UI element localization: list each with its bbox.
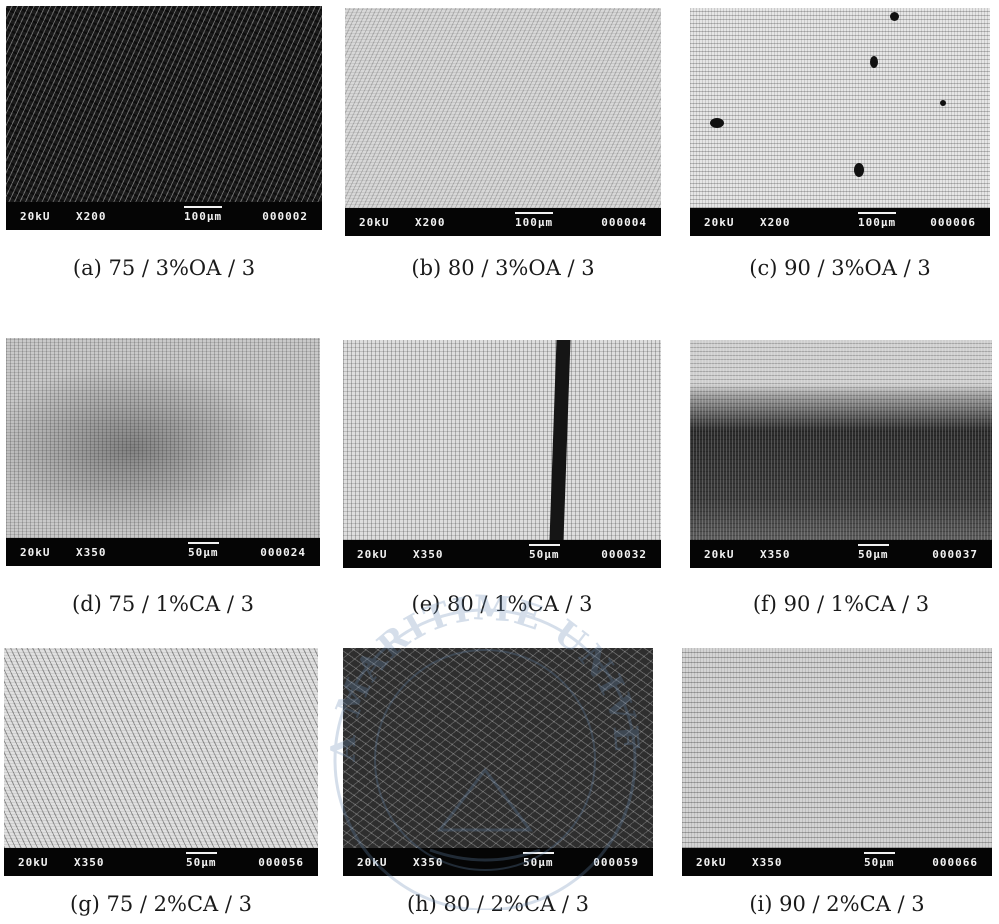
image-number: 000056 [258,856,304,869]
micrograph-image-b [345,8,661,208]
pit-defect [854,163,864,177]
magnification-label: X200 [76,210,107,223]
micrograph-image-g [4,648,318,848]
voltage-label: 20kU [20,546,51,559]
voltage-label: 20kU [359,216,390,229]
sem-databar-a: 20kU X200 100μm 000002 [6,202,322,230]
scale-bar-label: 50μm [864,852,895,869]
image-number: 000002 [262,210,308,223]
image-number: 000004 [601,216,647,229]
panel-caption-g: (g) 75 / 2%CA / 3 [70,892,252,916]
scale-bar-label: 50μm [523,852,554,869]
micrograph-image-h [343,648,653,848]
image-number: 000059 [593,856,639,869]
panel-caption-i: (i) 90 / 2%CA / 3 [749,892,925,916]
micrograph-image-i [682,648,992,848]
scale-bar-label: 50μm [188,542,219,559]
sem-databar-e: 20kU X350 50μm 000032 [343,540,661,568]
sem-micrograph-a: 20kU X200 100μm 000002 [6,6,322,230]
image-number: 000032 [601,548,647,561]
scale-bar-label: 100μm [858,212,897,229]
magnification-label: X350 [413,856,444,869]
magnification-label: X200 [415,216,446,229]
magnification-label: X350 [74,856,105,869]
micrograph-image-e [343,340,661,540]
sem-micrograph-b: 20kU X200 100μm 000004 [345,8,661,236]
panel-caption-e: (e) 80 / 1%CA / 3 [411,592,593,616]
micrograph-image-d [6,338,320,538]
pit-defect [940,100,946,106]
crack-defect [549,340,571,540]
scale-bar-label: 50μm [858,544,889,561]
sem-micrograph-g: 20kU X350 50μm 000056 [4,648,318,876]
image-number: 000024 [260,546,306,559]
magnification-label: X350 [413,548,444,561]
pit-defect [890,12,899,21]
image-number: 000066 [932,856,978,869]
sem-micrograph-i: 20kU X350 50μm 000066 [682,648,992,876]
image-number: 000006 [930,216,976,229]
scale-bar-label: 100μm [515,212,554,229]
voltage-label: 20kU [18,856,49,869]
panel-caption-h: (h) 80 / 2%CA / 3 [406,892,590,916]
micrograph-image-c [690,8,990,208]
sem-micrograph-c: 20kU X200 100μm 000006 [690,8,990,236]
sem-databar-i: 20kU X350 50μm 000066 [682,848,992,876]
sem-databar-g: 20kU X350 50μm 000056 [4,848,318,876]
magnification-label: X350 [760,548,791,561]
sem-databar-h: 20kU X350 50μm 000059 [343,848,653,876]
scale-bar-label: 100μm [184,206,223,223]
micrograph-image-a [6,6,322,202]
panel-caption-d: (d) 75 / 1%CA / 3 [72,592,254,616]
magnification-label: X200 [760,216,791,229]
sem-micrograph-d: 20kU X350 50μm 000024 [6,338,320,566]
image-number: 000037 [932,548,978,561]
panel-caption-a: (a) 75 / 3%OA / 3 [72,256,256,280]
voltage-label: 20kU [704,216,735,229]
pit-defect [710,118,724,128]
sem-databar-c: 20kU X200 100μm 000006 [690,208,990,236]
voltage-label: 20kU [704,548,735,561]
magnification-label: X350 [76,546,107,559]
voltage-label: 20kU [20,210,51,223]
sem-databar-b: 20kU X200 100μm 000004 [345,208,661,236]
panel-caption-f: (f) 90 / 1%CA / 3 [752,592,930,616]
sem-micrograph-f: 20kU X350 50μm 000037 [690,340,992,568]
panel-caption-c: (c) 90 / 3%OA / 3 [749,256,931,280]
micrograph-image-f [690,340,992,540]
sem-micrograph-h: 20kU X350 50μm 000059 [343,648,653,876]
voltage-label: 20kU [696,856,727,869]
pit-defect [870,56,878,68]
scale-bar-label: 50μm [529,544,560,561]
panel-caption-b: (b) 80 / 3%OA / 3 [411,256,595,280]
sem-databar-f: 20kU X350 50μm 000037 [690,540,992,568]
magnification-label: X350 [752,856,783,869]
scale-bar-label: 50μm [186,852,217,869]
voltage-label: 20kU [357,548,388,561]
sem-micrograph-e: 20kU X350 50μm 000032 [343,340,661,568]
voltage-label: 20kU [357,856,388,869]
sem-databar-d: 20kU X350 50μm 000024 [6,538,320,566]
